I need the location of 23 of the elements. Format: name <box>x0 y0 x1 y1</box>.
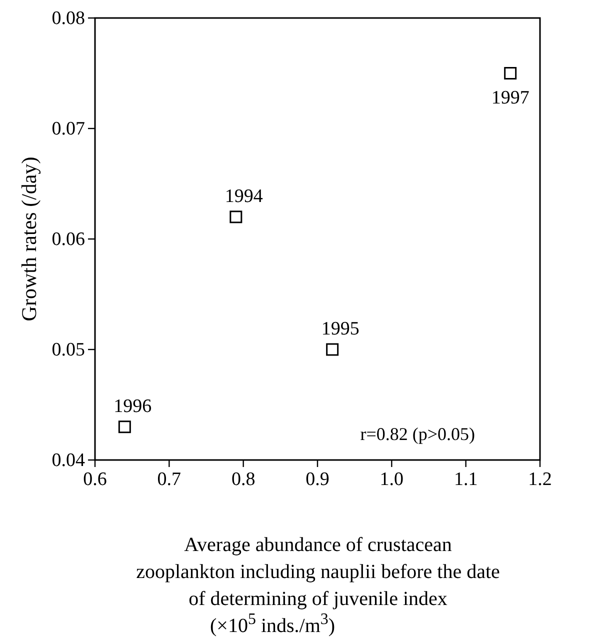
y-tick-label: 0.06 <box>52 229 85 250</box>
x-tick-label: 0.6 <box>83 469 107 490</box>
y-tick-label: 0.08 <box>52 8 85 29</box>
annotation: 1995 <box>321 318 360 340</box>
annotation: 1997 <box>491 87 530 108</box>
x-axis-title: Average abundance of crustacean zooplankton including nauplii before the date of determining of juvenile index (×10$^{5}$ inds./m$^{3}$) <box>136 534 500 637</box>
x-tick-label: 0.9 <box>306 469 330 490</box>
point <box>326 343 339 356</box>
annotation: 1994 <box>224 186 264 207</box>
x-tick-label: 1.0 <box>380 469 404 490</box>
y-tick-label: 0.04 <box>52 450 86 471</box>
point <box>118 420 131 434</box>
x-tick-label: 0.8 <box>231 469 256 490</box>
x-tick-label: 0.7 <box>157 469 182 490</box>
y-tick-label: 0.07 <box>52 118 85 140</box>
x-tick-label: 1.2 <box>528 469 552 490</box>
x-tick-label: 1.1 <box>454 469 478 490</box>
y-axis-title: Growth rates (/day) <box>17 156 41 322</box>
point <box>230 210 242 224</box>
y-tick-label: 0.05 <box>52 340 85 360</box>
annotation: r=0.82 (p>0.05) <box>360 424 475 444</box>
point <box>504 67 517 80</box>
annotation: 1996 <box>114 396 152 417</box>
